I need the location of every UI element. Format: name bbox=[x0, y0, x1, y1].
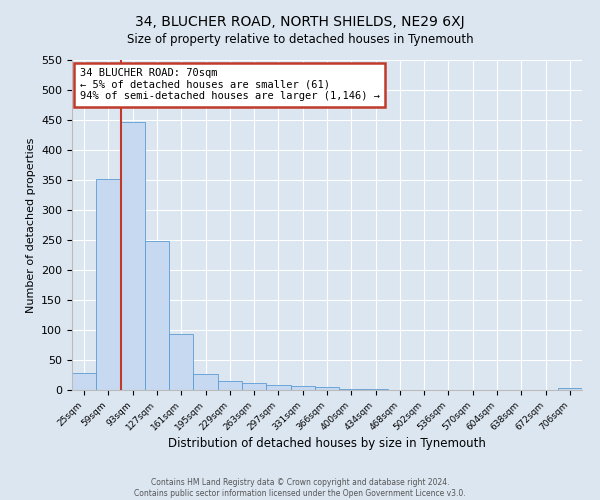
Bar bbox=[558, 388, 582, 390]
Text: Contains HM Land Registry data © Crown copyright and database right 2024.
Contai: Contains HM Land Registry data © Crown c… bbox=[134, 478, 466, 498]
Bar bbox=[193, 374, 218, 390]
Bar bbox=[242, 384, 266, 390]
Text: Size of property relative to detached houses in Tynemouth: Size of property relative to detached ho… bbox=[127, 32, 473, 46]
Bar bbox=[266, 384, 290, 390]
Text: 34 BLUCHER ROAD: 70sqm
← 5% of detached houses are smaller (61)
94% of semi-deta: 34 BLUCHER ROAD: 70sqm ← 5% of detached … bbox=[80, 68, 380, 102]
Bar bbox=[121, 122, 145, 390]
Bar bbox=[218, 381, 242, 390]
Bar bbox=[96, 179, 121, 390]
Bar bbox=[315, 387, 339, 390]
Bar bbox=[169, 334, 193, 390]
Y-axis label: Number of detached properties: Number of detached properties bbox=[26, 138, 35, 312]
X-axis label: Distribution of detached houses by size in Tynemouth: Distribution of detached houses by size … bbox=[168, 438, 486, 450]
Bar bbox=[145, 241, 169, 390]
Bar bbox=[364, 389, 388, 390]
Bar bbox=[339, 389, 364, 390]
Text: 34, BLUCHER ROAD, NORTH SHIELDS, NE29 6XJ: 34, BLUCHER ROAD, NORTH SHIELDS, NE29 6X… bbox=[135, 15, 465, 29]
Bar bbox=[72, 372, 96, 390]
Bar bbox=[290, 386, 315, 390]
